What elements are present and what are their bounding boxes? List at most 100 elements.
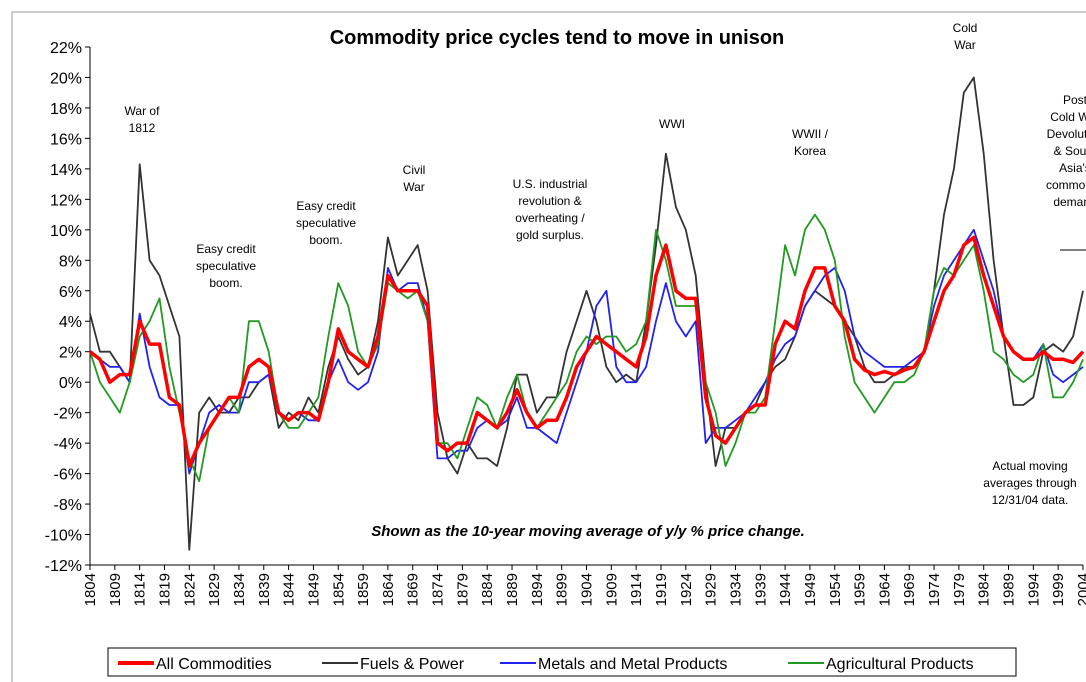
y-tick-label: 14% <box>50 162 82 179</box>
y-tick-label: 0% <box>59 375 82 392</box>
y-tick-label: -6% <box>54 467 82 484</box>
x-tick-label: 2004 <box>1075 573 1086 606</box>
x-tick-label: 1904 <box>579 573 596 606</box>
x-tick-label: 1809 <box>107 573 124 606</box>
x-tick-label: 1949 <box>802 573 819 606</box>
y-tick-label: 20% <box>50 70 82 87</box>
chart-frame <box>11 11 1086 682</box>
y-tick-label: 10% <box>50 223 82 240</box>
annotation: speculative <box>296 216 356 230</box>
x-tick-label: 1894 <box>529 573 546 606</box>
x-tick-label: 1944 <box>777 573 794 606</box>
annotation: Cold War <box>1050 110 1086 124</box>
annotation: 12/31/04 data. <box>992 493 1069 507</box>
series-line <box>88 235 1085 468</box>
x-tick-label: 1819 <box>156 573 173 606</box>
x-tick-label: 1854 <box>330 573 347 606</box>
annotation: War of <box>125 104 161 118</box>
annotation: U.S. industrial <box>513 177 588 191</box>
y-tick-label: 8% <box>59 253 82 270</box>
x-tick-label: 1874 <box>430 573 447 606</box>
x-tick-label: 1869 <box>405 573 422 606</box>
y-tick-label: -8% <box>54 497 82 514</box>
annotation: Post <box>1063 93 1086 107</box>
annotation: & South <box>1054 144 1086 158</box>
annotation: War <box>954 38 976 52</box>
y-tick-label: 16% <box>50 131 82 148</box>
annotation: overheating / <box>515 211 585 225</box>
x-tick-label: 1909 <box>603 573 620 606</box>
annotation: Cold <box>953 21 978 35</box>
x-tick-label: 1824 <box>181 573 198 606</box>
x-tick-label: 1804 <box>82 573 99 606</box>
annotation: Civil <box>403 163 426 177</box>
x-tick-label: 1814 <box>132 573 149 606</box>
y-tick-label: -10% <box>45 528 82 545</box>
series-line <box>89 213 1084 483</box>
y-tick-label: 22% <box>50 40 82 57</box>
x-tick-label: 1989 <box>1001 573 1018 606</box>
x-tick-label: 1984 <box>976 573 993 606</box>
x-tick-label: 1829 <box>206 573 223 606</box>
annotation: Easy credit <box>196 242 256 256</box>
y-tick-label: -12% <box>45 558 82 575</box>
annotation: Asia's <box>1059 161 1086 175</box>
x-tick-label: 1919 <box>653 573 670 606</box>
x-tick-label: 1884 <box>479 573 496 606</box>
x-tick-label: 1954 <box>827 573 844 606</box>
x-tick-label: 1914 <box>628 573 645 606</box>
annotation: averages through <box>983 476 1076 490</box>
annotation: Actual moving <box>992 459 1067 473</box>
legend-box <box>107 647 1017 677</box>
annotation: gold surplus. <box>516 228 584 242</box>
y-tick-label: -2% <box>54 406 82 423</box>
x-tick-label: 1929 <box>703 573 720 606</box>
x-tick-label: 1974 <box>926 573 943 606</box>
x-tick-label: 1959 <box>852 573 869 606</box>
x-tick-label: 1844 <box>281 573 298 606</box>
x-tick-label: 1969 <box>901 573 918 606</box>
legend-label: All Commodities <box>156 656 272 673</box>
y-tick-label: 4% <box>59 314 82 331</box>
x-tick-label: 1834 <box>231 573 248 606</box>
y-tick-label: 12% <box>50 192 82 209</box>
chart-subtitle: Shown as the 10-year moving average of y… <box>371 523 805 540</box>
x-tick-label: 1924 <box>678 573 695 606</box>
x-tick-label: 1889 <box>504 573 521 606</box>
annotation: boom. <box>209 276 242 290</box>
x-tick-label: 1899 <box>554 573 571 606</box>
x-tick-label: 1849 <box>305 573 322 606</box>
annotation: Korea <box>794 144 826 158</box>
x-tick-label: 1964 <box>876 573 893 606</box>
annotation: 1812 <box>129 121 156 135</box>
x-tick-label: 1859 <box>355 573 372 606</box>
x-tick-label: 1979 <box>951 573 968 606</box>
x-tick-label: 1839 <box>256 573 273 606</box>
y-tick-label: 2% <box>59 345 82 362</box>
legend-label: Agricultural Products <box>826 656 974 673</box>
annotation: War <box>403 180 425 194</box>
annotation: speculative <box>196 259 256 273</box>
legend-label: Fuels & Power <box>360 656 465 673</box>
annotation: commodity <box>1046 178 1086 192</box>
annotation: WWI <box>659 117 685 131</box>
annotation: WWII / <box>792 127 829 141</box>
annotation: revolution & <box>518 194 581 208</box>
legend-label: Metals and Metal Products <box>538 656 727 673</box>
chart-title: Commodity price cycles tend to move in u… <box>330 27 785 49</box>
annotation: Easy credit <box>296 199 356 213</box>
x-tick-label: 1939 <box>752 573 769 606</box>
annotation: boom. <box>309 233 342 247</box>
annotation: Devolution <box>1047 127 1086 141</box>
x-tick-label: 1934 <box>727 573 744 606</box>
x-tick-label: 1864 <box>380 573 397 606</box>
x-tick-label: 1999 <box>1050 573 1067 606</box>
annotation: demand <box>1053 195 1086 209</box>
x-tick-label: 1994 <box>1025 573 1042 606</box>
series-line <box>89 76 1084 551</box>
y-tick-label: 18% <box>50 101 82 118</box>
y-tick-label: 6% <box>59 284 82 301</box>
y-tick-label: -4% <box>54 436 82 453</box>
x-tick-label: 1879 <box>454 573 471 606</box>
